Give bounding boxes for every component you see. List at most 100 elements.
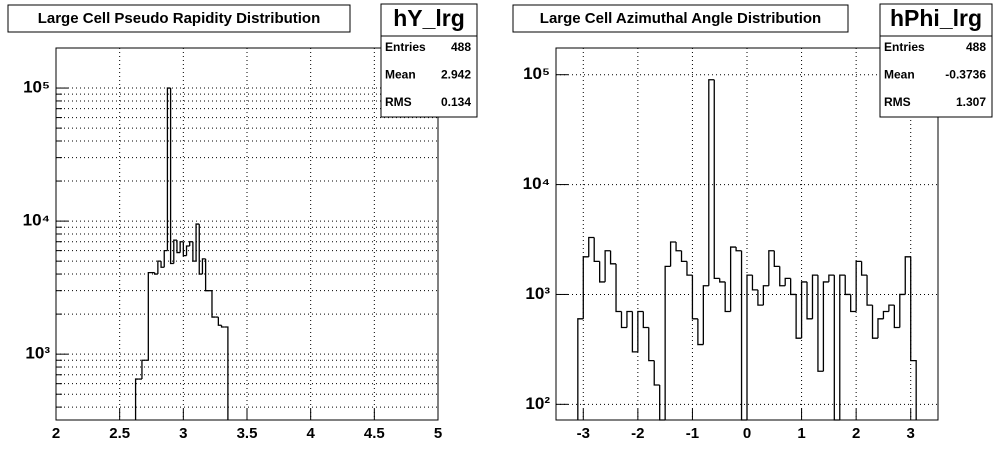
- histogram-bin: [702, 285, 709, 345]
- histogram-bin: [740, 250, 747, 421]
- histogram-bin: [224, 326, 229, 420]
- histogram-bin: [817, 275, 824, 372]
- stats-name: hY_lrg: [393, 5, 465, 31]
- histogram-bin: [724, 281, 731, 313]
- stats-value: 2.942: [441, 68, 471, 82]
- histogram-bin: [179, 241, 184, 253]
- histogram-bin: [850, 294, 857, 313]
- title-box: [512, 4, 849, 33]
- stats-name: hPhi_lrg: [890, 5, 982, 31]
- histogram-bin: [134, 378, 139, 420]
- x-tick-label: 2.5: [109, 425, 130, 442]
- histogram-bin: [768, 250, 775, 286]
- chart-title: Large Cell Azimuthal Angle Distribution: [540, 10, 821, 27]
- histogram-bin: [833, 275, 840, 421]
- histogram-bin: [642, 311, 649, 329]
- stats-box: [380, 3, 478, 118]
- histogram-bin: [609, 250, 617, 265]
- histogram-bin: [669, 241, 677, 267]
- histogram-bin: [882, 310, 889, 319]
- histogram-bin: [828, 274, 835, 282]
- histogram-bin: [599, 261, 606, 283]
- x-tick-label: 4: [306, 425, 315, 442]
- histogram-bin: [844, 275, 851, 296]
- histogram-bin: [686, 261, 693, 276]
- histogram-bin: [697, 318, 704, 346]
- histogram-bin: [204, 258, 209, 292]
- stats-label: Entries: [884, 40, 925, 54]
- histogram-bin: [795, 294, 802, 339]
- x-tick-label: 5: [434, 425, 442, 442]
- stats-label: Mean: [884, 68, 915, 82]
- stats-value: 488: [451, 40, 471, 54]
- y-tick-label: 10³: [25, 344, 50, 363]
- stats-label: RMS: [884, 95, 911, 109]
- histogram-bin: [615, 263, 622, 313]
- histogram-bin: [680, 250, 687, 263]
- histogram-bin: [691, 275, 698, 320]
- histogram-bin: [588, 236, 595, 257]
- y-tick-label: 10⁴: [23, 211, 50, 230]
- histogram-bin: [185, 245, 190, 256]
- histogram-bin: [189, 241, 193, 246]
- x-tick-label: 1: [797, 425, 805, 442]
- histogram-bin: [746, 274, 753, 420]
- histogram-bin: [713, 79, 720, 280]
- histogram-bin: [192, 241, 197, 262]
- histogram-bin: [173, 239, 177, 264]
- histogram-bin: [198, 224, 203, 275]
- x-tick-label: -2: [631, 425, 644, 442]
- histogram-bin: [790, 278, 797, 296]
- x-tick-label: 3: [907, 425, 915, 442]
- histogram-bin: [904, 256, 911, 295]
- x-tick-label: 4.5: [364, 425, 385, 442]
- histogram-bin: [593, 237, 600, 263]
- histogram-bin: [163, 249, 168, 268]
- stats-value: -0.3736: [945, 68, 986, 82]
- histogram-bin: [604, 250, 611, 282]
- histogram-bin: [201, 258, 206, 275]
- histogram-bin: [182, 241, 187, 257]
- histogram-bin: [751, 275, 758, 291]
- y-tick-label: 10²: [525, 394, 550, 413]
- histogram-bin: [784, 277, 791, 286]
- x-tick-label: 2: [52, 425, 60, 442]
- histogram-bin: [166, 87, 171, 251]
- x-tick-label: -1: [686, 425, 699, 442]
- x-tick-label: 2: [852, 425, 860, 442]
- histogram-bin: [631, 311, 638, 353]
- histogram-bin: [141, 359, 146, 380]
- histogram-bin: [653, 360, 660, 386]
- histogram-bin: [217, 317, 222, 326]
- histogram-bin: [822, 281, 829, 372]
- histogram-bin: [899, 293, 906, 328]
- histogram-bin: [648, 327, 655, 362]
- histogram-bin: [855, 260, 862, 312]
- histogram-bin: [708, 79, 715, 286]
- stats-value: 488: [966, 40, 986, 54]
- histogram-bin: [195, 223, 200, 262]
- histogram-bin: [157, 260, 162, 275]
- histogram-bin: [659, 384, 666, 421]
- histogram-bin: [147, 271, 152, 361]
- histogram-bin: [220, 325, 225, 328]
- stats-label: RMS: [385, 95, 412, 109]
- histogram-bin: [888, 304, 895, 312]
- y-tick-label: 10⁴: [523, 174, 550, 193]
- histogram-bin: [910, 256, 917, 420]
- y-tick-label: 10⁵: [23, 78, 50, 97]
- histogram-bin: [773, 250, 780, 268]
- chart-title: Large Cell Pseudo Rapidity Distribution: [38, 10, 321, 27]
- histogram-bin: [806, 281, 813, 320]
- x-tick-label: -3: [577, 425, 590, 442]
- histogram-bin: [860, 261, 868, 276]
- histogram-bin: [169, 88, 174, 265]
- histogram-bin: [839, 274, 846, 420]
- stats-label: Entries: [385, 40, 426, 54]
- histogram-bin: [779, 266, 786, 287]
- histogram-bin: [893, 305, 900, 329]
- histogram-bin: [626, 310, 633, 328]
- histogram-bin: [866, 275, 873, 306]
- histogram-bin: [877, 318, 884, 339]
